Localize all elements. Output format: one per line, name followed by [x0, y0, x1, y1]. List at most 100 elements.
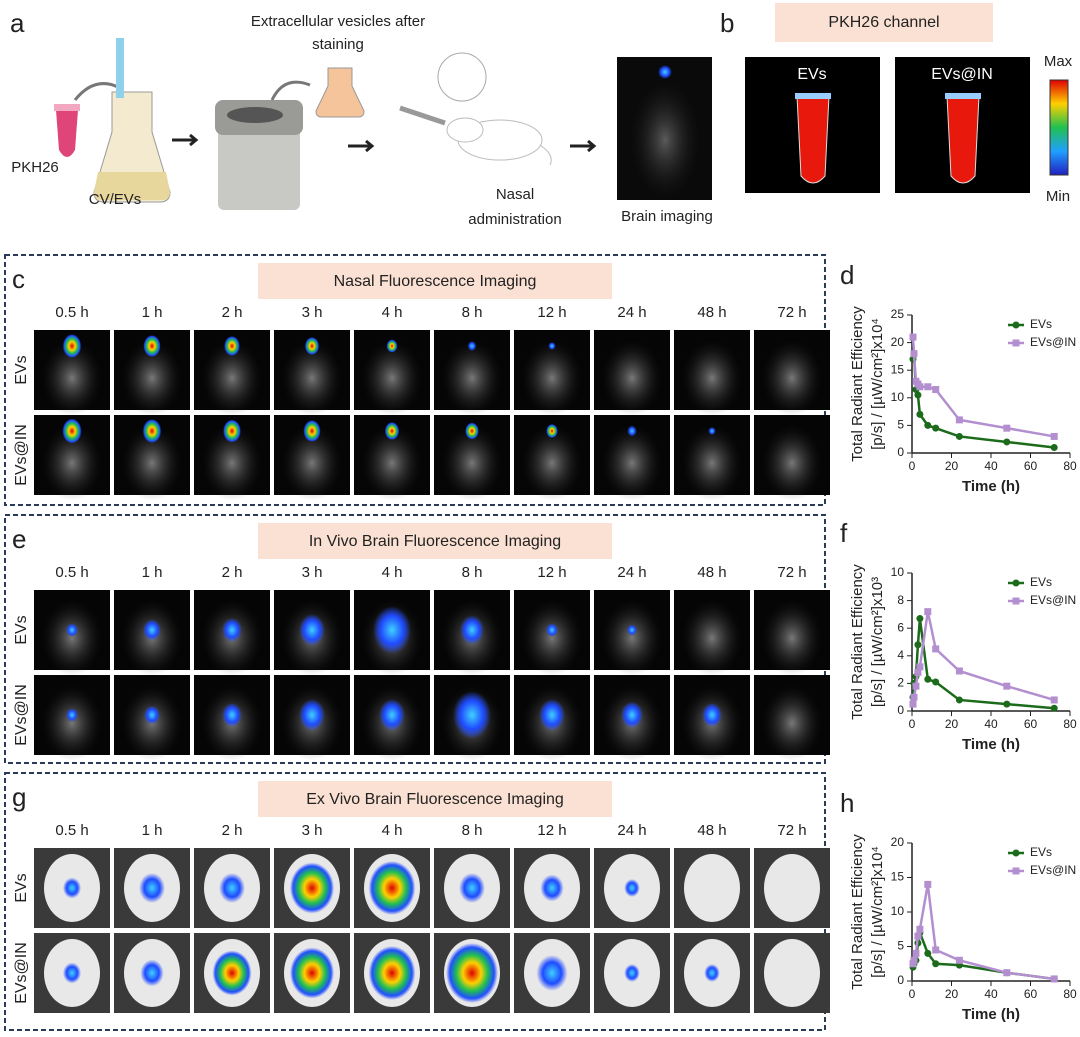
signal — [66, 623, 78, 637]
x-tick-label: 40 — [984, 987, 998, 1001]
marker — [916, 925, 924, 933]
fluorescence-image — [354, 330, 430, 416]
signal — [299, 614, 325, 646]
marker — [924, 675, 932, 683]
x-tick-label: 40 — [984, 717, 998, 731]
marker — [916, 663, 924, 671]
signal — [708, 427, 716, 435]
time-label: 12 h — [537, 822, 566, 839]
fluorescence-image — [354, 590, 430, 676]
x-tick-label: 0 — [909, 459, 916, 473]
brain — [764, 939, 820, 1007]
x-tick-label: 60 — [1024, 459, 1038, 473]
fluorescence-image — [274, 415, 350, 501]
time-label: 3 h — [302, 564, 323, 581]
signal — [66, 708, 78, 722]
fluorescence-image — [114, 848, 190, 928]
fluorescence-image — [354, 848, 430, 928]
marker — [932, 960, 940, 968]
signal — [702, 702, 722, 728]
tube-image — [895, 57, 1030, 193]
fluorescence-image — [514, 590, 590, 676]
mouse — [522, 425, 582, 501]
fluorescence-image — [114, 330, 190, 416]
time-label: 4 h — [382, 564, 403, 581]
marker — [955, 696, 963, 704]
y-tick-label: 4 — [897, 648, 904, 662]
marker — [912, 949, 920, 957]
y-tick-label: 0 — [897, 703, 904, 717]
marker — [955, 956, 963, 964]
brain — [764, 854, 820, 922]
series-line — [911, 618, 1055, 710]
marker — [1050, 696, 1058, 704]
mouse-icon — [399, 52, 552, 166]
fluorescence-image — [514, 933, 590, 1013]
time-label: 12 h — [537, 304, 566, 321]
marker — [916, 410, 924, 418]
fluorescence-image — [434, 590, 510, 676]
y-axis-label: [p/s] / [µW/cm²]x10⁴ — [869, 846, 886, 978]
fluorescence-image — [514, 415, 590, 501]
mouse — [682, 425, 742, 501]
fluorescence-image — [354, 675, 430, 761]
signal — [627, 425, 637, 437]
fluorescence-image — [594, 848, 670, 928]
panel-title: PKH26 channel — [828, 14, 939, 31]
y-tick-label: 5 — [897, 418, 904, 432]
signal — [548, 342, 556, 350]
y-tick-label: 10 — [891, 565, 905, 579]
arrow — [172, 133, 199, 147]
legend-label: EVs@IN — [1030, 863, 1076, 877]
header-box — [258, 523, 612, 559]
mouse — [602, 425, 662, 501]
caption: CV/EVs — [89, 191, 142, 208]
signal — [144, 705, 160, 725]
x-tick-label: 0 — [909, 717, 916, 731]
signal — [62, 877, 82, 899]
fluorescence-image — [594, 590, 670, 676]
group-label: EVs — [797, 66, 826, 83]
row-label: EVs — [13, 873, 30, 902]
mouse — [42, 600, 102, 676]
signal — [386, 339, 398, 353]
signal — [212, 950, 252, 996]
caption: staining — [312, 36, 364, 53]
fluorescence-image — [114, 415, 190, 501]
panel-label: a — [10, 8, 25, 38]
fluorescence-image — [34, 675, 110, 761]
tube-icon — [54, 104, 80, 157]
caption: administration — [468, 211, 561, 228]
signal — [62, 418, 82, 444]
legend-marker — [1012, 321, 1020, 329]
fluorescence-image — [674, 933, 750, 1013]
legend-marker — [1012, 597, 1020, 605]
signal — [446, 943, 498, 1003]
caption: Nasal — [496, 186, 534, 203]
marker — [914, 668, 922, 676]
marker — [914, 932, 922, 940]
panel-label: c — [12, 264, 25, 294]
brain-image — [617, 57, 712, 200]
x-tick-label: 80 — [1063, 987, 1077, 1001]
marker — [1050, 704, 1058, 712]
mouse — [282, 425, 342, 501]
marker — [932, 386, 940, 394]
panel-label: f — [840, 518, 848, 548]
fluorescence-image — [34, 933, 110, 1013]
y-tick-label: 20 — [891, 835, 905, 849]
fluorescence-image — [674, 415, 750, 501]
mouse — [202, 340, 262, 416]
signal — [143, 619, 161, 641]
mouse — [122, 340, 182, 416]
flask-icon — [93, 38, 171, 203]
signal — [460, 615, 484, 645]
panel-title: In Vivo Brain Fluorescence Imaging — [309, 533, 561, 550]
mouse — [762, 425, 822, 501]
time-label: 2 h — [222, 822, 243, 839]
signal — [624, 964, 640, 982]
panel-label: h — [840, 788, 854, 818]
fluorescence-image — [434, 933, 510, 1013]
time-label: 1 h — [142, 822, 163, 839]
series-line — [911, 337, 1055, 438]
